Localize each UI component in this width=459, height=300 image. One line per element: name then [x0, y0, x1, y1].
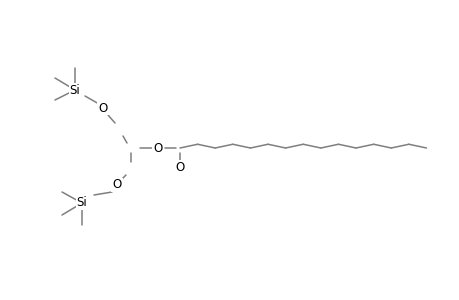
Text: Si: Si	[77, 196, 87, 209]
Text: O: O	[175, 160, 184, 173]
Text: O: O	[153, 142, 162, 154]
Text: Si: Si	[69, 83, 80, 97]
Text: O: O	[98, 101, 107, 115]
Text: O: O	[112, 178, 121, 191]
